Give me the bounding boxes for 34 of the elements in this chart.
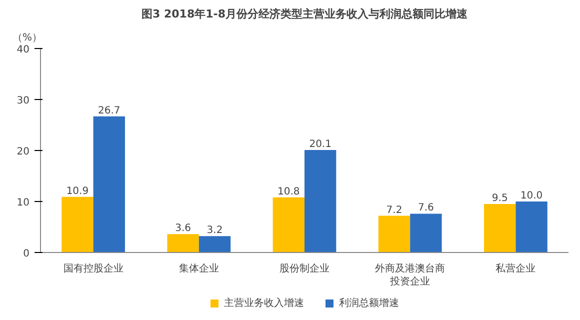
chart-title: 图3 2018年1-8月份分经济类型主营业务收入与利润总额同比增速 (142, 8, 468, 20)
data-label: 10.9 (66, 186, 89, 197)
bar (484, 204, 516, 252)
x-tick-label: 外商及港澳台商投资企业 (375, 262, 446, 288)
bar (93, 116, 125, 252)
bar (378, 216, 410, 252)
bar (516, 202, 548, 252)
bar (167, 234, 199, 252)
data-label: 7.6 (418, 202, 434, 214)
bar (410, 214, 442, 252)
x-tick-label: 集体企业 (178, 262, 219, 274)
bar (304, 150, 336, 252)
data-label: 20.1 (309, 138, 332, 150)
y-tick-label: 30 (16, 96, 30, 106)
data-label: 26.7 (98, 105, 120, 116)
y-tick-label: 0 (23, 248, 30, 260)
bar (198, 236, 231, 252)
y-tick-label: 40 (16, 44, 30, 56)
data-label: 3.6 (175, 223, 192, 234)
y-tick-label: 20 (16, 146, 30, 158)
legend-label: 利润总额增速 (339, 296, 399, 310)
y-tick-label: 10 (16, 198, 30, 208)
data-label: 10.8 (278, 186, 300, 198)
x-tick-label: 国有控股企业 (63, 262, 124, 274)
x-tick-label: 私营企业 (496, 262, 536, 274)
data-label: 9.5 (492, 193, 508, 204)
data-label: 7.2 (386, 204, 402, 216)
data-label: 3.2 (206, 225, 223, 236)
legend-label: 主营业务收入增速 (224, 296, 304, 310)
x-tick-label: 股份制企业 (280, 262, 330, 274)
data-label: 10.0 (520, 190, 543, 202)
y-axis-title: （%） (12, 32, 42, 44)
bar (62, 196, 94, 252)
bar (272, 197, 304, 252)
